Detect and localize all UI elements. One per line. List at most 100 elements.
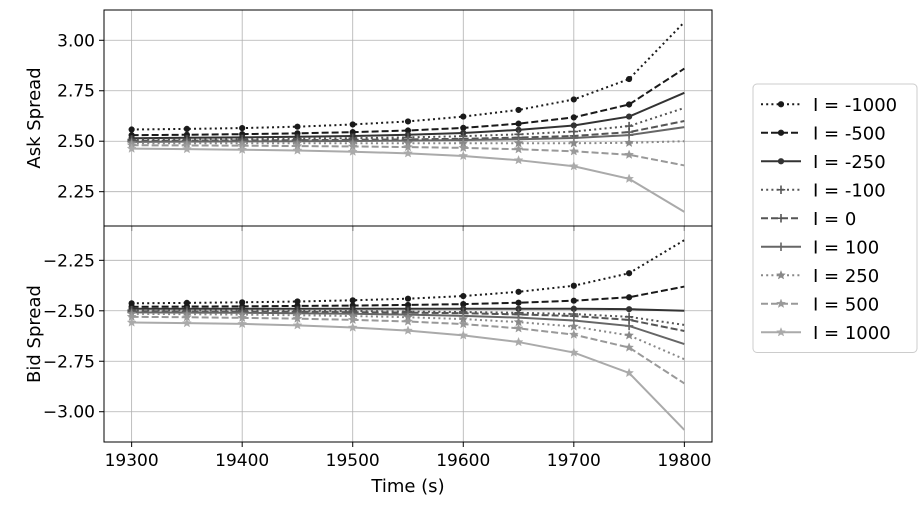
- data-point: [458, 142, 469, 153]
- plot-frame: [103, 225, 713, 443]
- data-point: [513, 155, 524, 165]
- data-point: [182, 317, 192, 328]
- data-point: [349, 297, 356, 304]
- legend-item: I = -1000: [761, 95, 897, 116]
- y-tick-label: 3.00: [57, 31, 95, 51]
- data-point: [458, 318, 469, 329]
- legend-item: I = 250: [761, 266, 879, 287]
- data-point: [624, 367, 634, 378]
- legend-item: I = -500: [761, 123, 886, 144]
- y-axis-label: Ask Spread: [24, 67, 45, 168]
- data-point: [570, 297, 577, 304]
- legend: I = -1000 I = -500 I = -250 I = -100 I = 0 I …: [752, 83, 918, 353]
- data-point: [624, 342, 634, 352]
- y-tick-label: −2.75: [43, 352, 95, 372]
- data-point: [625, 101, 633, 108]
- data-point: [458, 330, 469, 340]
- panel-1: 2.25 2.50 2.75 3.00 Ask Spread: [24, 9, 713, 231]
- legend-item: I = -250: [761, 152, 886, 173]
- legend-marker: [777, 101, 785, 108]
- data-point: [568, 138, 579, 148]
- data-point: [513, 336, 524, 347]
- x-tick-label: 19600: [436, 451, 490, 471]
- data-point: [237, 318, 248, 329]
- legend-marker: [777, 158, 785, 165]
- x-tick-label: 19700: [547, 451, 601, 471]
- data-point: [625, 75, 633, 83]
- legend-marker: [776, 270, 786, 280]
- legend-item: I = -100: [761, 180, 886, 201]
- legend-label: I = -500: [813, 123, 886, 144]
- legend-label: I = -1000: [813, 95, 897, 116]
- data-point: [568, 347, 579, 357]
- data-point: [515, 288, 522, 295]
- legend-label: I = 0: [813, 209, 856, 230]
- legend-item: I = 500: [761, 294, 879, 315]
- data-point: [128, 126, 135, 133]
- legend-marker: [776, 214, 786, 223]
- data-point: [347, 322, 358, 332]
- data-point: [624, 137, 634, 147]
- y-tick-label: −2.25: [43, 251, 95, 271]
- legend-marker: [776, 185, 786, 194]
- data-point: [570, 282, 577, 289]
- series-group: [126, 239, 686, 431]
- data-point: [292, 320, 303, 330]
- data-point: [515, 299, 522, 306]
- data-point: [404, 295, 412, 302]
- legend-label: I = -100: [813, 180, 886, 201]
- data-point: [624, 173, 634, 183]
- data-point: [513, 323, 524, 333]
- data-point: [403, 316, 413, 326]
- data-point: [515, 120, 522, 127]
- data-point: [513, 144, 524, 154]
- legend-label: I = -250: [813, 152, 886, 173]
- data-point: [570, 96, 577, 103]
- data-point: [349, 121, 356, 128]
- data-point: [568, 146, 579, 156]
- series-line-1: [131, 21, 686, 131]
- data-point: [515, 106, 522, 114]
- x-tick-label: 19800: [657, 451, 711, 471]
- data-point: [568, 161, 579, 171]
- data-point: [625, 113, 633, 120]
- data-point: [460, 292, 467, 300]
- data-point: [624, 149, 634, 159]
- legend-marker: [776, 298, 786, 308]
- data-point: [183, 125, 191, 133]
- legend-item: I = 1000: [761, 323, 891, 344]
- x-tick-label: 19300: [105, 451, 159, 471]
- legend-box: [752, 83, 918, 353]
- series-line-1: [131, 239, 685, 305]
- x-axis-label: Time (s): [370, 476, 444, 497]
- data-point: [568, 321, 579, 331]
- data-point: [403, 325, 413, 335]
- series-line-9: [131, 321, 686, 431]
- data-point: [625, 294, 633, 301]
- series-group: [126, 21, 686, 213]
- series-line-9: [131, 147, 685, 213]
- legend-marker: [776, 327, 786, 337]
- x-tick-label: 19500: [326, 451, 380, 471]
- data-point: [625, 270, 633, 277]
- data-point: [570, 114, 577, 121]
- data-point: [182, 143, 192, 154]
- y-tick-label: 2.50: [57, 132, 95, 152]
- y-tick-label: 2.75: [57, 82, 95, 102]
- data-point: [624, 330, 634, 340]
- legend-marker: [776, 242, 786, 251]
- data-point: [460, 113, 467, 120]
- legend-marker: [777, 129, 785, 136]
- data-point: [568, 329, 579, 339]
- data-point: [292, 145, 303, 155]
- data-point: [239, 124, 246, 132]
- data-point: [237, 144, 248, 154]
- legend-item: I = 0: [761, 209, 856, 230]
- data-point: [624, 321, 634, 331]
- data-point: [126, 143, 137, 153]
- data-point: [403, 148, 413, 158]
- data-point: [347, 314, 358, 325]
- y-tick-label: 2.25: [57, 183, 95, 203]
- data-point: [458, 150, 469, 161]
